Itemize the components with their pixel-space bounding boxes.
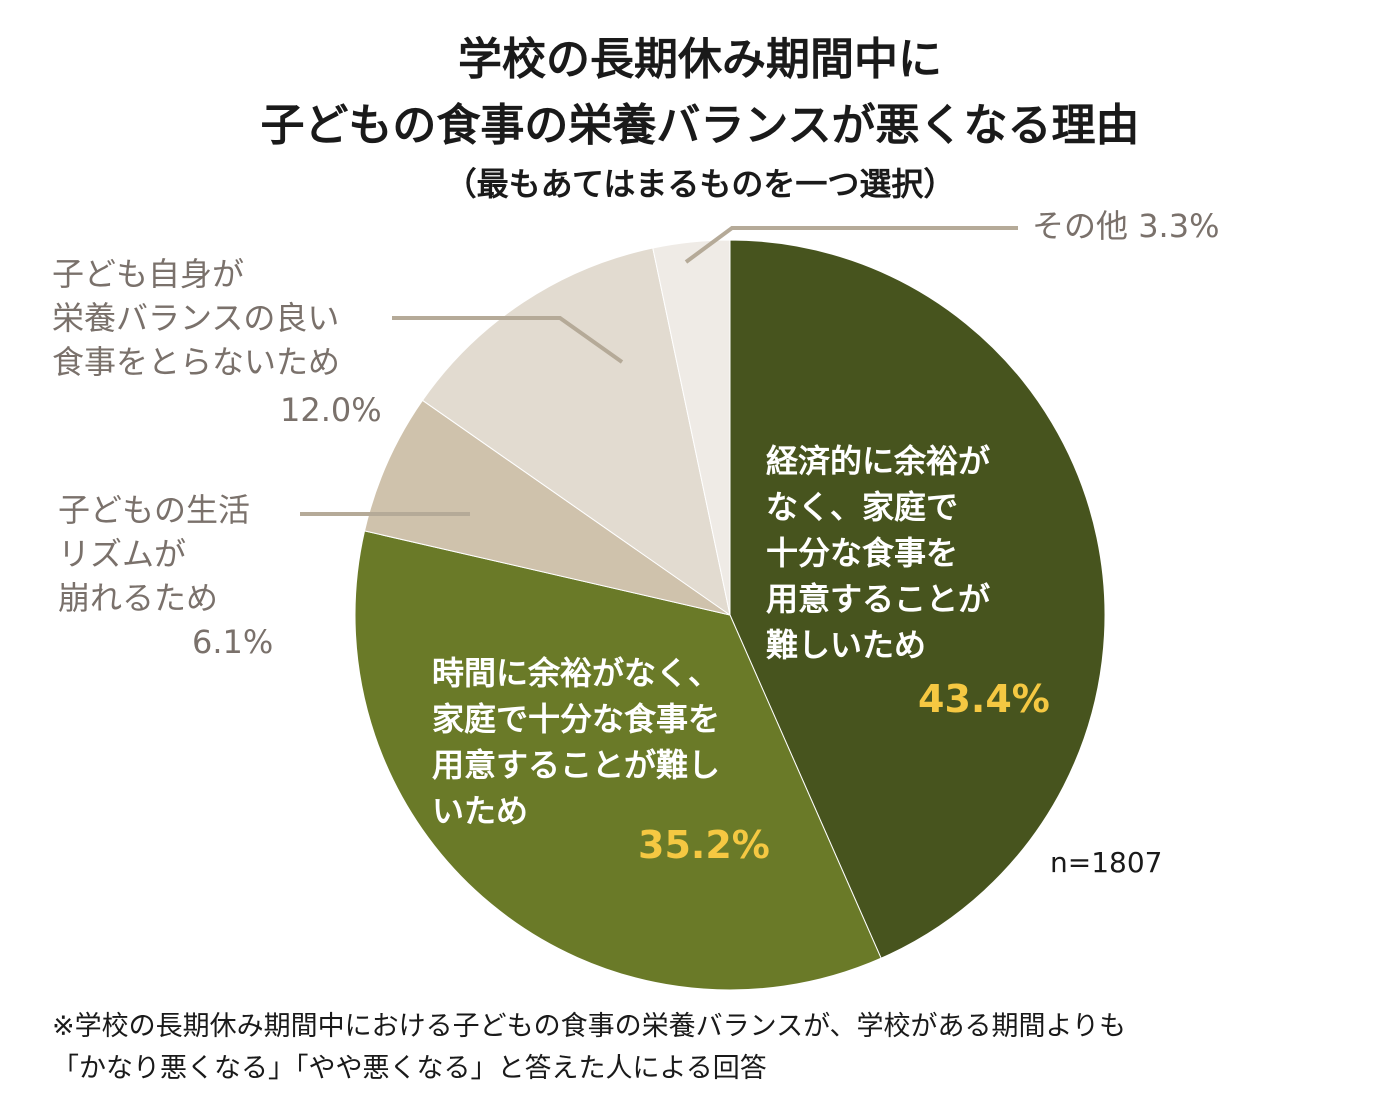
pie-slice-rhythm [363,399,731,616]
chart-subtitle: （最もあてはまるものを一つ選択） [444,165,956,203]
pie-slice-economic [729,239,1106,959]
leader-line-other [684,226,1018,264]
slice-label-rhythm: 子どもの生活 リズムが 崩れるため [58,491,251,617]
sample-size: n=1807 [1050,846,1163,879]
footnote-line-1: ※学校の長期休み期間中における子どもの食事の栄養バランスが、学校がある期間よりも [52,1011,1127,1042]
slice-label-other: その他 3.3% [1032,207,1220,245]
slice-label-child-choice: 子ども自身が 栄養バランスの良い 食事をとらないため [52,255,341,381]
chart-title: 学校の長期休み期間中に [458,34,942,85]
pie-slice-child-choice [421,247,731,617]
chart-title-line2: 子どもの食事の栄養バランスが悪くなる理由 [260,100,1140,151]
slice-value-time: 35.2% [638,823,770,867]
slice-label-time: 時間に余裕がなく、 家庭で十分な食事を 用意することが難し いため [432,654,721,830]
pie-slice-other [652,239,731,616]
leader-line-child-choice [392,316,624,364]
footnote: ※学校の長期休み期間中における子どもの食事の栄養バランスが、学校がある期間よりも… [52,1006,1372,1090]
slice-value-rhythm: 6.1% [192,623,274,661]
footnote-line-2: 「かなり悪くなる」「やや悪くなる」と答えた人による回答 [52,1053,767,1084]
slice-value-child-choice: 12.0% [280,391,382,429]
pie-slice-time [354,530,882,991]
slice-value-economic: 43.4% [918,677,1050,721]
slice-label-economic: 経済的に余裕が なく、家庭で 十分な食事を 用意することが 難しいため [766,442,991,664]
